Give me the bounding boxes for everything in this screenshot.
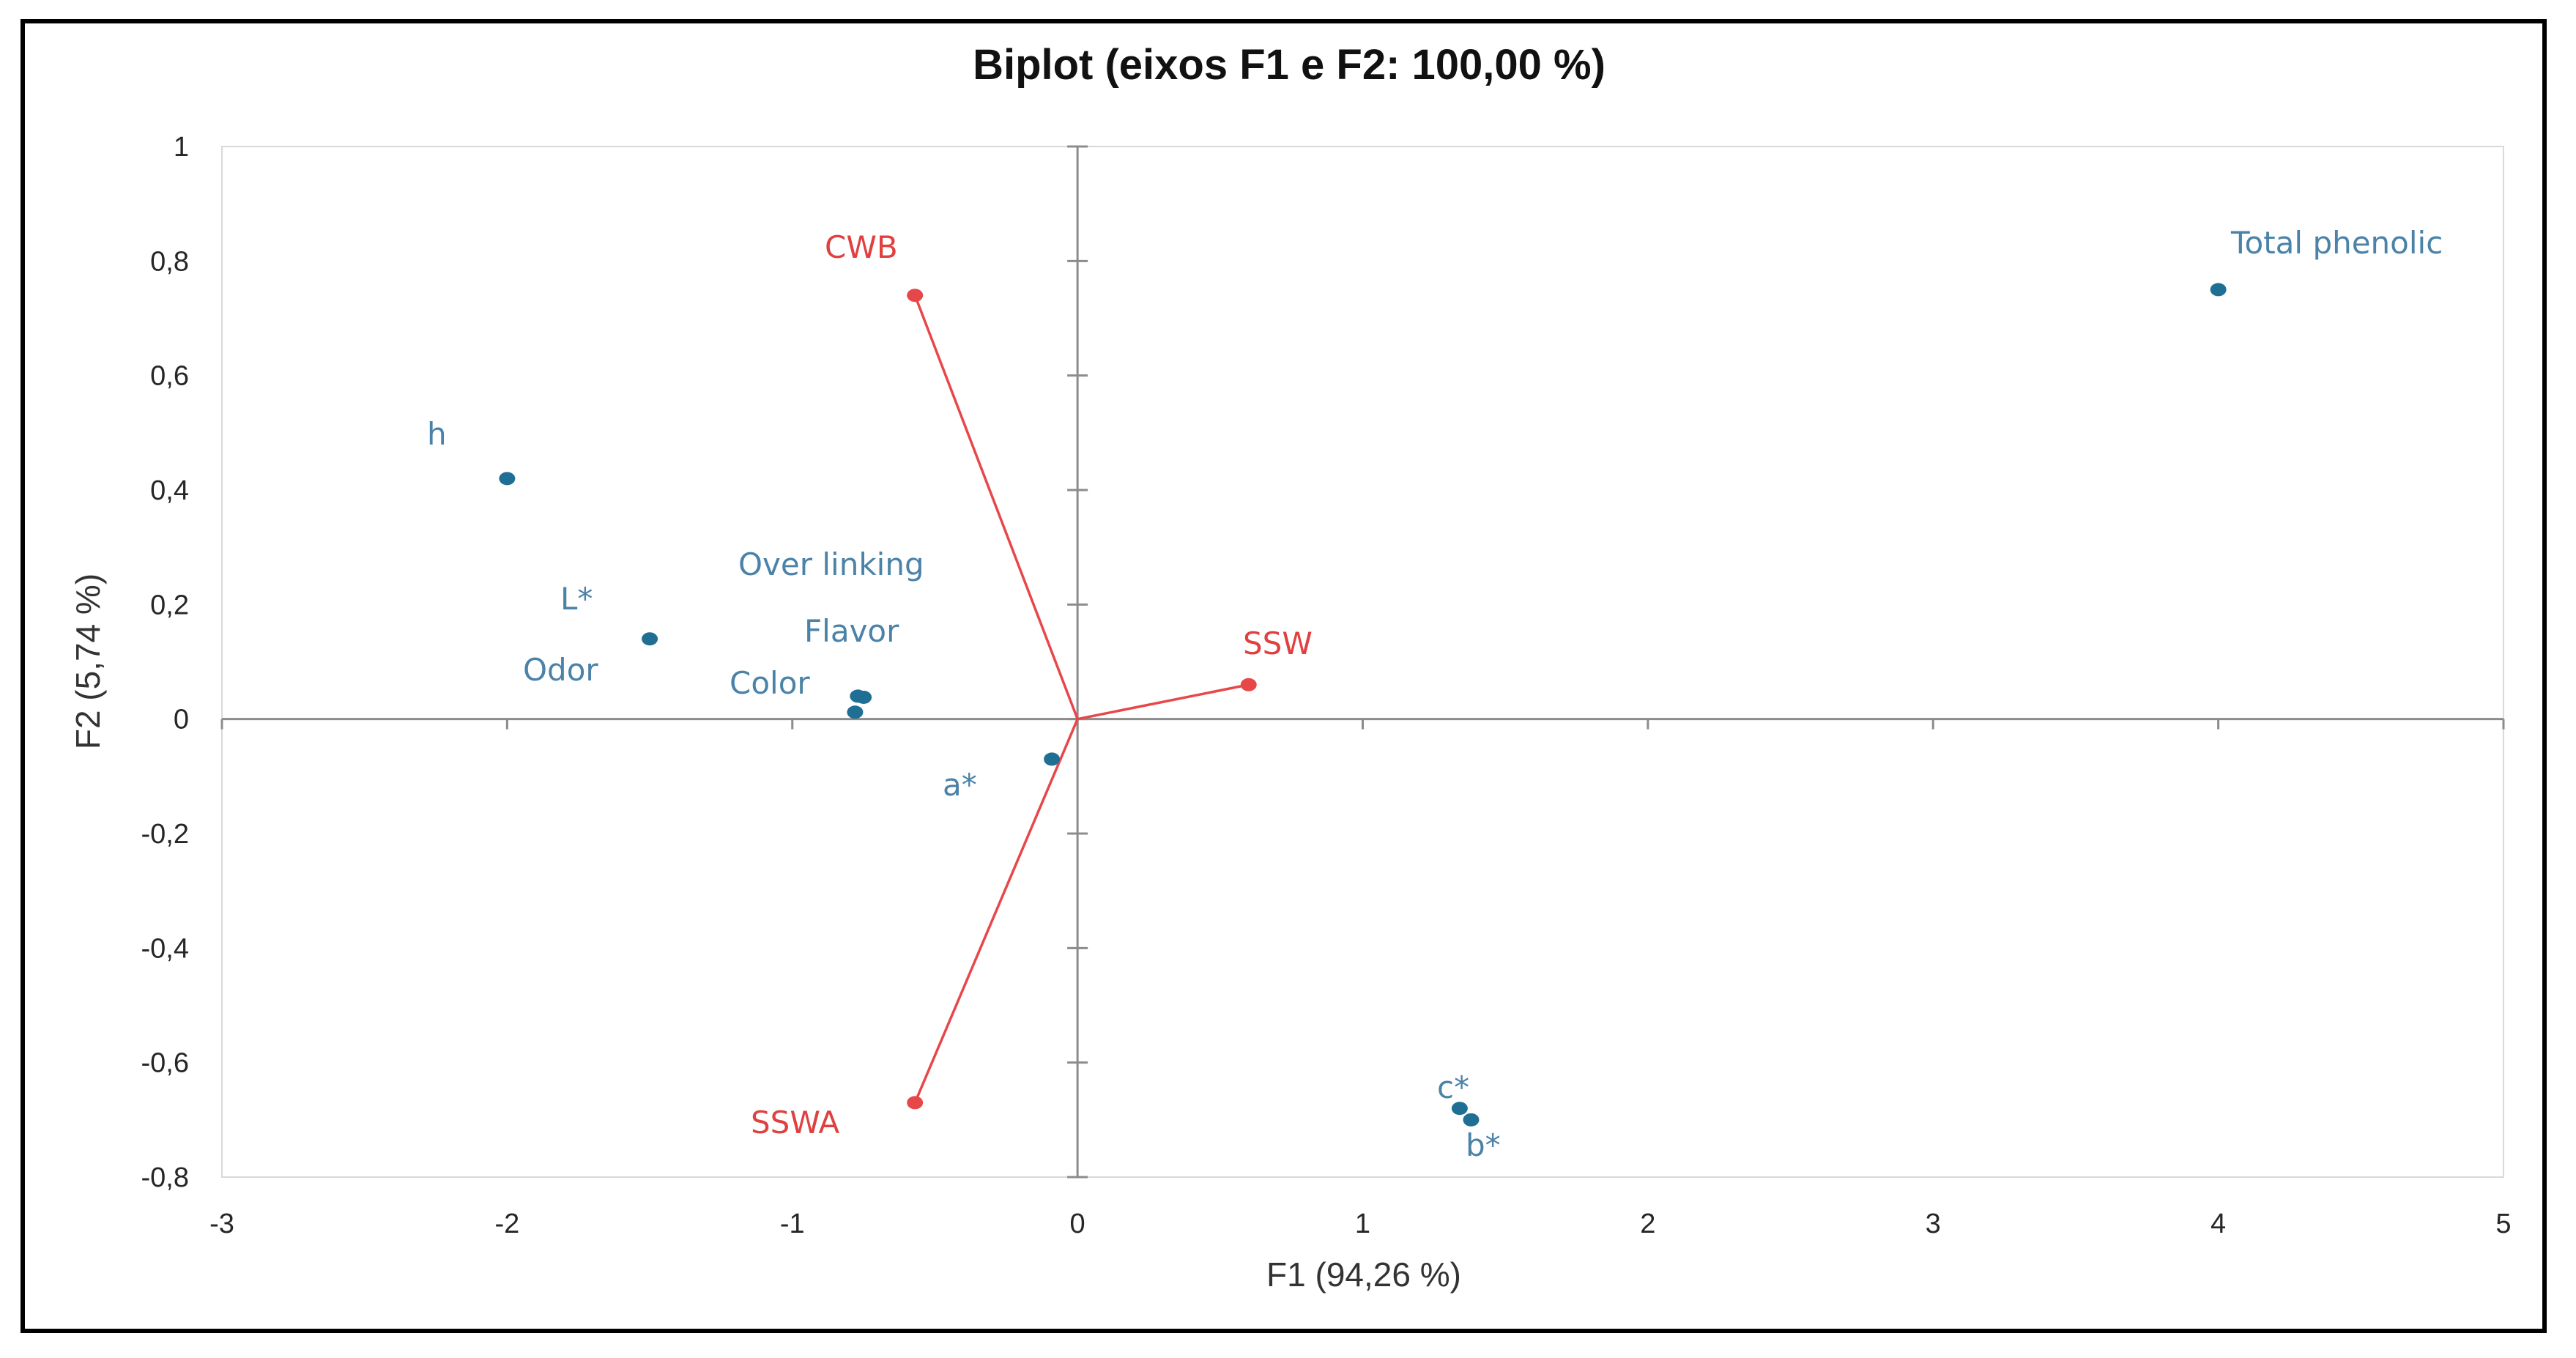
plot-area — [221, 146, 2504, 1178]
x-axis-title: F1 (94,26 %) — [1266, 1255, 1461, 1294]
point-color — [847, 705, 864, 719]
point-sswa — [907, 1096, 924, 1110]
chart-frame — [21, 19, 2547, 1333]
point-flavor — [855, 690, 872, 704]
label-odor: Odor — [523, 652, 598, 688]
y-tick-label: 0 — [174, 705, 189, 735]
y-tick-label: 0,4 — [150, 475, 189, 506]
x-tick-label: -2 — [494, 1209, 519, 1239]
point-h — [499, 472, 516, 486]
label-cwb: CWB — [825, 229, 898, 265]
label-l-star: L* — [560, 581, 593, 617]
x-tick-label: 5 — [2495, 1209, 2511, 1239]
y-tick-label: -0,6 — [141, 1048, 189, 1079]
y-tick-label: -0,4 — [141, 933, 189, 964]
point-c-star — [1451, 1102, 1468, 1116]
vector-ssw — [1077, 683, 1250, 721]
point-a-star — [1044, 752, 1061, 766]
y-tick-label: 1 — [174, 132, 189, 163]
label-ssw: SSW — [1243, 626, 1313, 661]
vector-sswa — [913, 718, 1079, 1104]
y-tick-label: 0,2 — [150, 590, 189, 620]
x-tick-label: 4 — [2211, 1209, 2226, 1239]
x-tick-label: -3 — [209, 1209, 234, 1239]
vector-cwb — [913, 294, 1079, 720]
x-tick-label: 1 — [1355, 1209, 1370, 1239]
point-ssw — [1240, 678, 1257, 691]
data-points — [499, 283, 2227, 1127]
x-tick-label: 2 — [1640, 1209, 1655, 1239]
label-a-star: a* — [943, 767, 977, 803]
x-tick-label: 3 — [1926, 1209, 1941, 1239]
label-sswa: SSWA — [751, 1105, 840, 1140]
y-tick-labels: 1 0,8 0,6 0,4 0,2 0 -0,2 -0,4 -0,6 -0,8 — [141, 132, 1088, 1193]
point-l-star — [642, 632, 658, 646]
point-b-star — [1463, 1113, 1480, 1127]
label-color: Color — [730, 665, 810, 701]
label-h: h — [427, 416, 447, 452]
y-tick-label: -0,8 — [141, 1162, 189, 1193]
label-total-phenolic: Total phenolic — [2230, 225, 2443, 261]
chart-title: Biplot (eixos F1 e F2: 100,00 %) — [973, 41, 1606, 89]
y-axis-title: F2 (5,74 %) — [69, 574, 107, 749]
point-labels: Total phenolic h L* Over linking Flavor Color… — [427, 225, 2443, 1163]
label-c-star: c* — [1437, 1069, 1469, 1105]
label-b-star: b* — [1466, 1127, 1501, 1163]
x-tick-label: -1 — [780, 1209, 805, 1239]
vector-lines — [913, 294, 1250, 1104]
x-tick-label: 0 — [1070, 1209, 1085, 1239]
point-total-phenolic — [2210, 283, 2227, 297]
y-tick-label: 0,8 — [150, 246, 189, 277]
x-tick-labels: -3 -2 -1 0 1 2 3 4 5 — [209, 719, 2512, 1239]
label-flavor: Flavor — [804, 613, 899, 649]
point-cwb — [907, 289, 924, 303]
y-tick-label: 0,6 — [150, 361, 189, 392]
label-over-linking: Over linking — [738, 546, 924, 582]
y-tick-label: -0,2 — [141, 819, 189, 850]
